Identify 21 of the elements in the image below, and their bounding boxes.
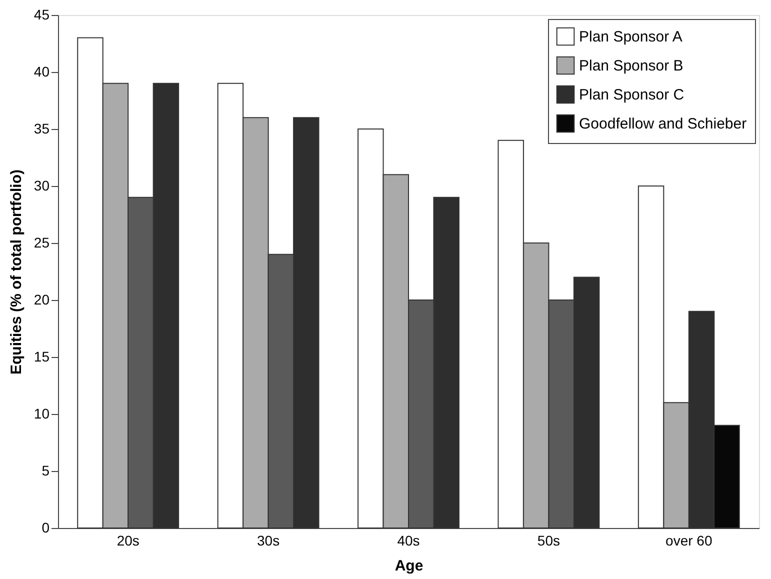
x-tick-label: over 60 bbox=[666, 532, 712, 548]
y-tick-label: 10 bbox=[34, 406, 50, 422]
x-tick-label: 40s bbox=[397, 532, 420, 548]
x-axis-title: Age bbox=[394, 558, 424, 574]
y-tick-label: 40 bbox=[34, 64, 50, 80]
y-axis-title: Equities (% of total portfolio) bbox=[8, 170, 25, 374]
x-tick-label: 30s bbox=[257, 532, 280, 548]
legend-label: Plan Sponsor B bbox=[579, 58, 684, 74]
y-tick-label: 35 bbox=[34, 120, 50, 136]
legend-label: Goodfellow and Schieber bbox=[579, 116, 747, 132]
y-tick-label: 45 bbox=[34, 6, 50, 22]
y-tick-label: 5 bbox=[42, 462, 50, 478]
legend-label: Plan Sponsor A bbox=[579, 28, 682, 46]
x-tick-label: 50s bbox=[537, 532, 560, 548]
y-tick-label: 0 bbox=[42, 520, 50, 536]
x-tick-label: 20s bbox=[116, 532, 140, 548]
y-tick-label: 30 bbox=[34, 178, 50, 194]
legend-label: Plan Sponsor C bbox=[579, 86, 684, 104]
y-tick-label: 20 bbox=[34, 292, 50, 308]
y-tick-label: 25 bbox=[34, 234, 50, 250]
y-tick-label: 15 bbox=[34, 348, 50, 364]
